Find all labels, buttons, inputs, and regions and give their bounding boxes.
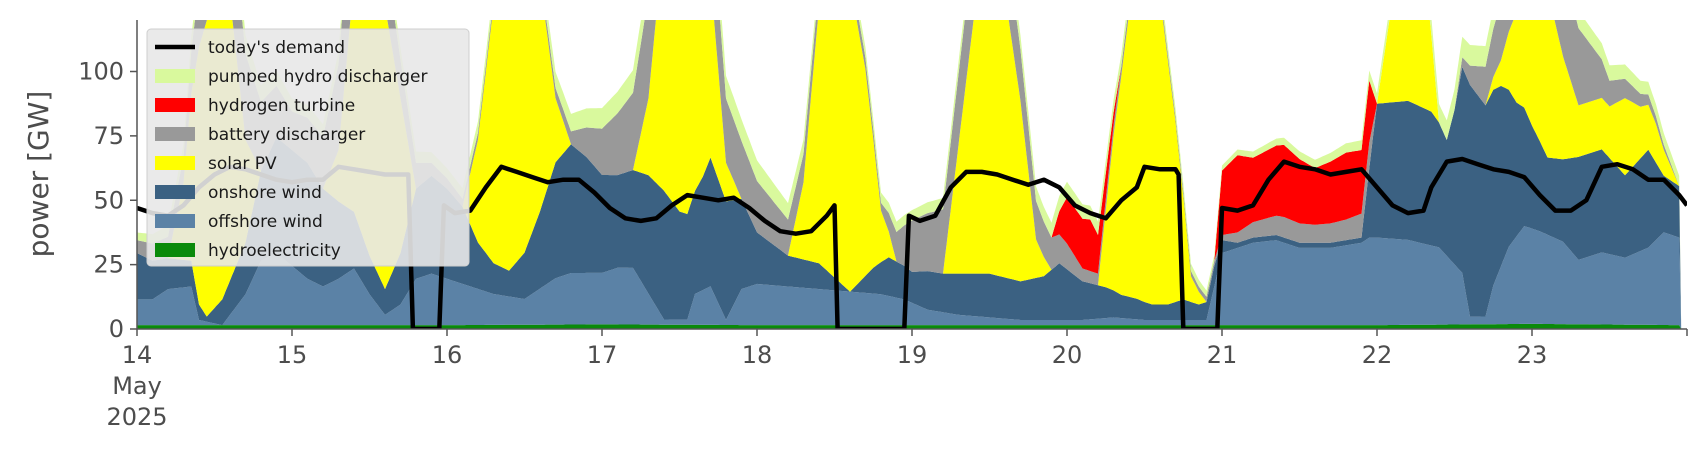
x-tick-label: 17 [587,341,618,369]
x-tick-label: 14 [122,341,153,369]
legend-label: offshore wind [208,212,323,232]
area-hydroelectricity [137,323,1687,329]
x-tick-label: 21 [1207,341,1238,369]
legend-box [146,28,470,267]
axes-group: 0 25 50 75 100 14 May 2025 15 16 17 18 19 20 21 22 23 [78,20,1688,431]
x-tick-label: May [112,372,162,400]
legend-swatch [155,98,195,112]
legend-swatch [155,127,195,141]
area-onshore-wind [137,66,1687,329]
x-tick-label: 20 [1052,341,1083,369]
x-tick-label: 2025 [106,403,167,431]
x-tick-label: 23 [1517,341,1548,369]
y-tick-label: 25 [93,251,124,279]
legend-swatch [155,243,195,257]
x-tick-label: 18 [742,341,773,369]
area-offshore-wind [137,226,1687,329]
area-solar-pv [137,20,1687,329]
legend-label: solar PV [208,154,277,174]
legend-label: onshore wind [208,183,322,203]
legend-swatch [155,214,195,228]
legend: today's demand pumped hydro discharger hyd… [146,28,470,267]
y-tick-label: 100 [78,58,124,86]
legend-label: pumped hydro discharger [208,67,427,87]
x-tick-label: 16 [432,341,463,369]
legend-label: battery discharger [208,125,365,145]
legend-label: hydroelectricity [208,241,341,261]
legend-label: today's demand [208,38,345,58]
y-axis-title: power [GW] [22,91,55,258]
legend-swatch [155,69,195,83]
area-battery-discharger [137,20,1687,329]
y-tick-label: 50 [93,186,124,214]
x-tick-label: 15 [277,341,308,369]
legend-swatch [155,156,195,170]
y-tick-label: 75 [93,122,124,150]
y-tick-label: 0 [109,315,124,343]
legend-label: hydrogen turbine [208,96,355,116]
legend-swatch [155,185,195,199]
x-tick-label: 19 [897,341,928,369]
x-tick-label: 22 [1362,341,1393,369]
